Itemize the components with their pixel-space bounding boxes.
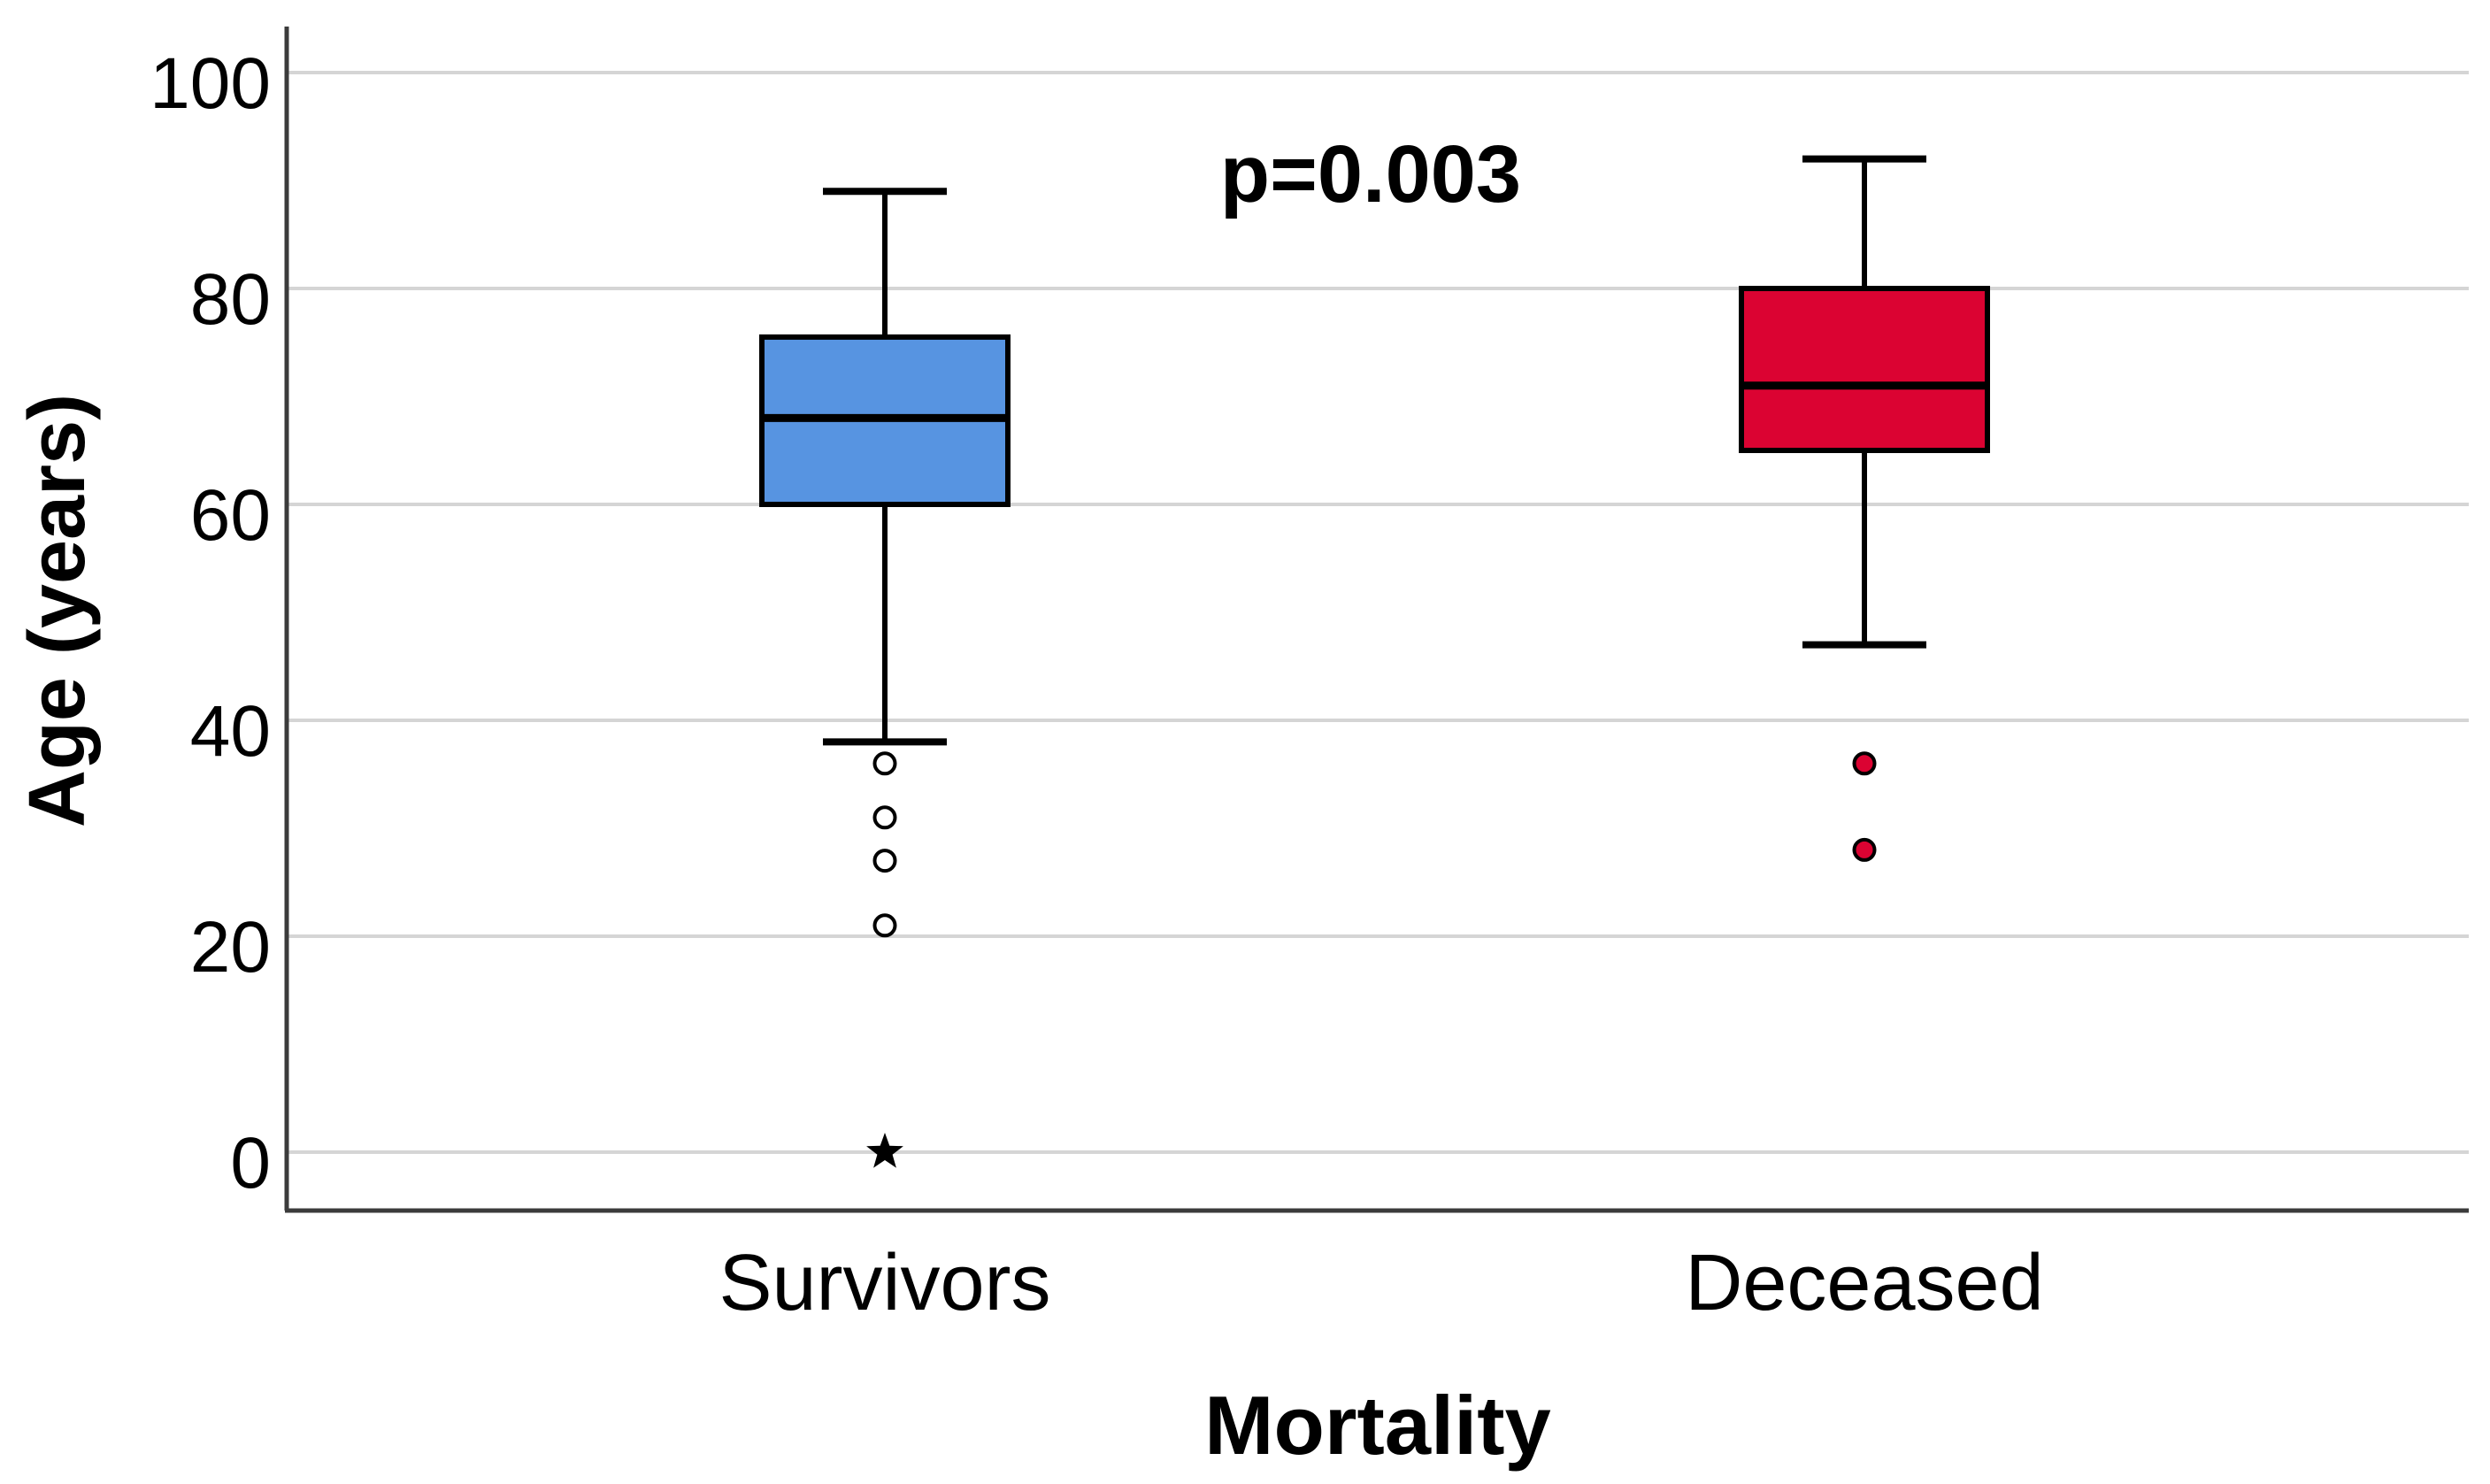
category-label: Deceased — [1685, 1239, 2043, 1327]
category-label: Survivors — [719, 1239, 1050, 1327]
outlier-circle — [872, 913, 897, 938]
box-group-survivors — [759, 188, 1011, 1168]
iqr-box — [1739, 286, 1990, 453]
outlier-dot — [1852, 837, 1877, 862]
outlier-circle — [872, 849, 897, 873]
p-value-annotation: p=0.003 — [1220, 129, 1521, 219]
y-tick-label: 80 — [190, 259, 271, 340]
x-axis-title: Mortality — [1204, 1379, 1551, 1472]
y-tick-label: 100 — [150, 43, 271, 124]
y-axis-title: Age (years) — [13, 394, 102, 827]
y-tick-label: 40 — [190, 691, 271, 772]
outlier-dot — [1852, 751, 1877, 776]
y-tick-label: 20 — [190, 907, 271, 988]
y-tick-label: 0 — [230, 1123, 271, 1203]
box-group-deceased — [1739, 155, 1990, 862]
axes-layer — [284, 27, 2469, 1213]
outlier-circle — [872, 805, 897, 830]
y-tick-labels-layer: 0 20 40 60 80 100 — [150, 43, 271, 1203]
boxes-layer — [759, 155, 1990, 1168]
extreme-star — [866, 1133, 903, 1168]
gridlines-layer — [288, 71, 2469, 1154]
category-labels-layer: Survivors Deceased — [719, 1239, 2043, 1327]
outlier-circle — [872, 751, 897, 776]
y-tick-label: 60 — [190, 475, 271, 556]
